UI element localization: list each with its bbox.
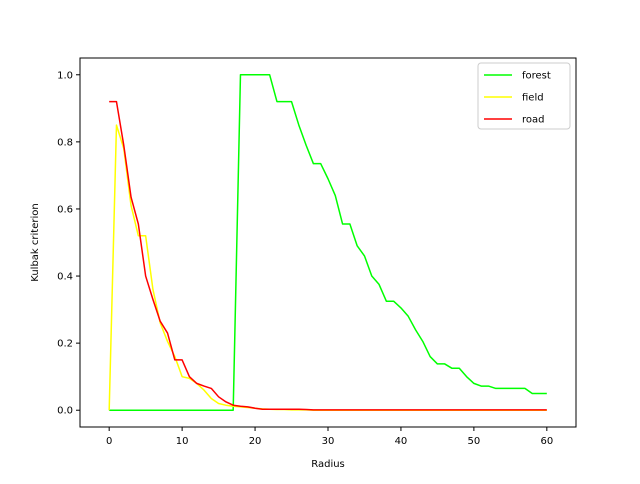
x-tick-label: 20 xyxy=(249,436,262,447)
x-tick-label: 0 xyxy=(106,436,112,447)
y-axis-label: Kulbak criterion xyxy=(30,203,41,281)
y-tick-label: 0.0 xyxy=(57,406,73,417)
x-tick-label: 50 xyxy=(468,436,481,447)
x-tick-label: 60 xyxy=(540,436,553,447)
y-axis: 0.0 0.2 0.4 0.6 0.8 1.0 xyxy=(57,70,80,417)
legend-label-road: road xyxy=(522,115,545,126)
y-tick-label: 0.8 xyxy=(57,137,73,148)
legend: forest field road xyxy=(477,62,571,130)
legend-label-forest: forest xyxy=(522,71,551,82)
y-tick-label: 0.4 xyxy=(57,272,73,283)
y-tick-label: 0.2 xyxy=(57,339,73,350)
series-line-road xyxy=(109,100,547,411)
y-tick-label: 0.6 xyxy=(57,204,73,215)
legend-box xyxy=(477,62,571,130)
x-axis: 0 10 20 30 40 50 60 xyxy=(106,427,553,447)
series-line-forest xyxy=(109,74,547,411)
x-tick-label: 10 xyxy=(176,436,189,447)
x-tick-label: 40 xyxy=(395,436,408,447)
plot-lines xyxy=(108,74,547,411)
x-axis-label: Radius xyxy=(311,459,345,470)
y-tick-label: 1.0 xyxy=(57,70,73,81)
x-tick-label: 30 xyxy=(322,436,335,447)
legend-label-field: field xyxy=(522,93,544,104)
